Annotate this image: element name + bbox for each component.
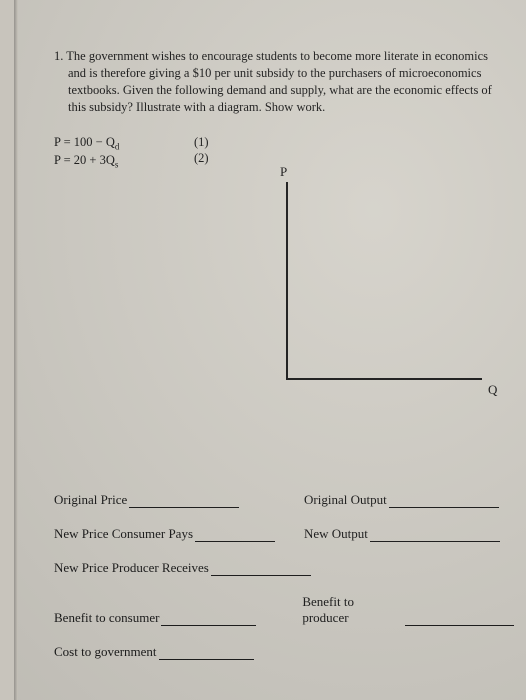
new-price-consumer-field: New Price Consumer Pays — [54, 526, 304, 542]
y-axis — [286, 182, 288, 378]
problem-number: 1. — [54, 49, 63, 63]
cost-government-field: Cost to government — [54, 644, 254, 660]
problem-body: The government wishes to encourage stude… — [66, 49, 492, 114]
new-output-blank[interactable] — [370, 528, 500, 542]
benefit-consumer-field: Benefit to consumer — [54, 594, 302, 626]
answer-blanks: Original Price Original Output New Price… — [54, 492, 514, 678]
cost-government-blank[interactable] — [159, 646, 254, 660]
supply-equation: P = 20 + 3Qs — [54, 152, 194, 171]
original-output-blank[interactable] — [389, 494, 499, 508]
graph-axes: P Q — [276, 168, 486, 388]
supply-tag: (2) — [194, 150, 254, 167]
y-axis-label: P — [280, 164, 287, 180]
worksheet-page: 1. The government wishes to encourage st… — [18, 0, 526, 700]
demand-equation: P = 100 − Qd — [54, 134, 194, 153]
new-price-consumer-blank[interactable] — [195, 528, 275, 542]
original-price-field: Original Price — [54, 492, 304, 508]
problem-statement: 1. The government wishes to encourage st… — [54, 48, 498, 116]
x-axis-label: Q — [488, 382, 497, 398]
demand-tag: (1) — [194, 134, 254, 151]
benefit-consumer-blank[interactable] — [161, 612, 256, 626]
new-output-field: New Output — [304, 526, 500, 542]
equations-block: P = 100 − Qd P = 20 + 3Qs (1) (2) — [54, 134, 498, 171]
new-price-producer-blank[interactable] — [211, 562, 311, 576]
original-price-blank[interactable] — [129, 494, 239, 508]
x-axis — [286, 378, 482, 380]
benefit-producer-field: Benefit to producer — [302, 594, 514, 626]
original-output-field: Original Output — [304, 492, 499, 508]
benefit-producer-blank[interactable] — [405, 612, 514, 626]
new-price-producer-field: New Price Producer Receives — [54, 560, 311, 576]
